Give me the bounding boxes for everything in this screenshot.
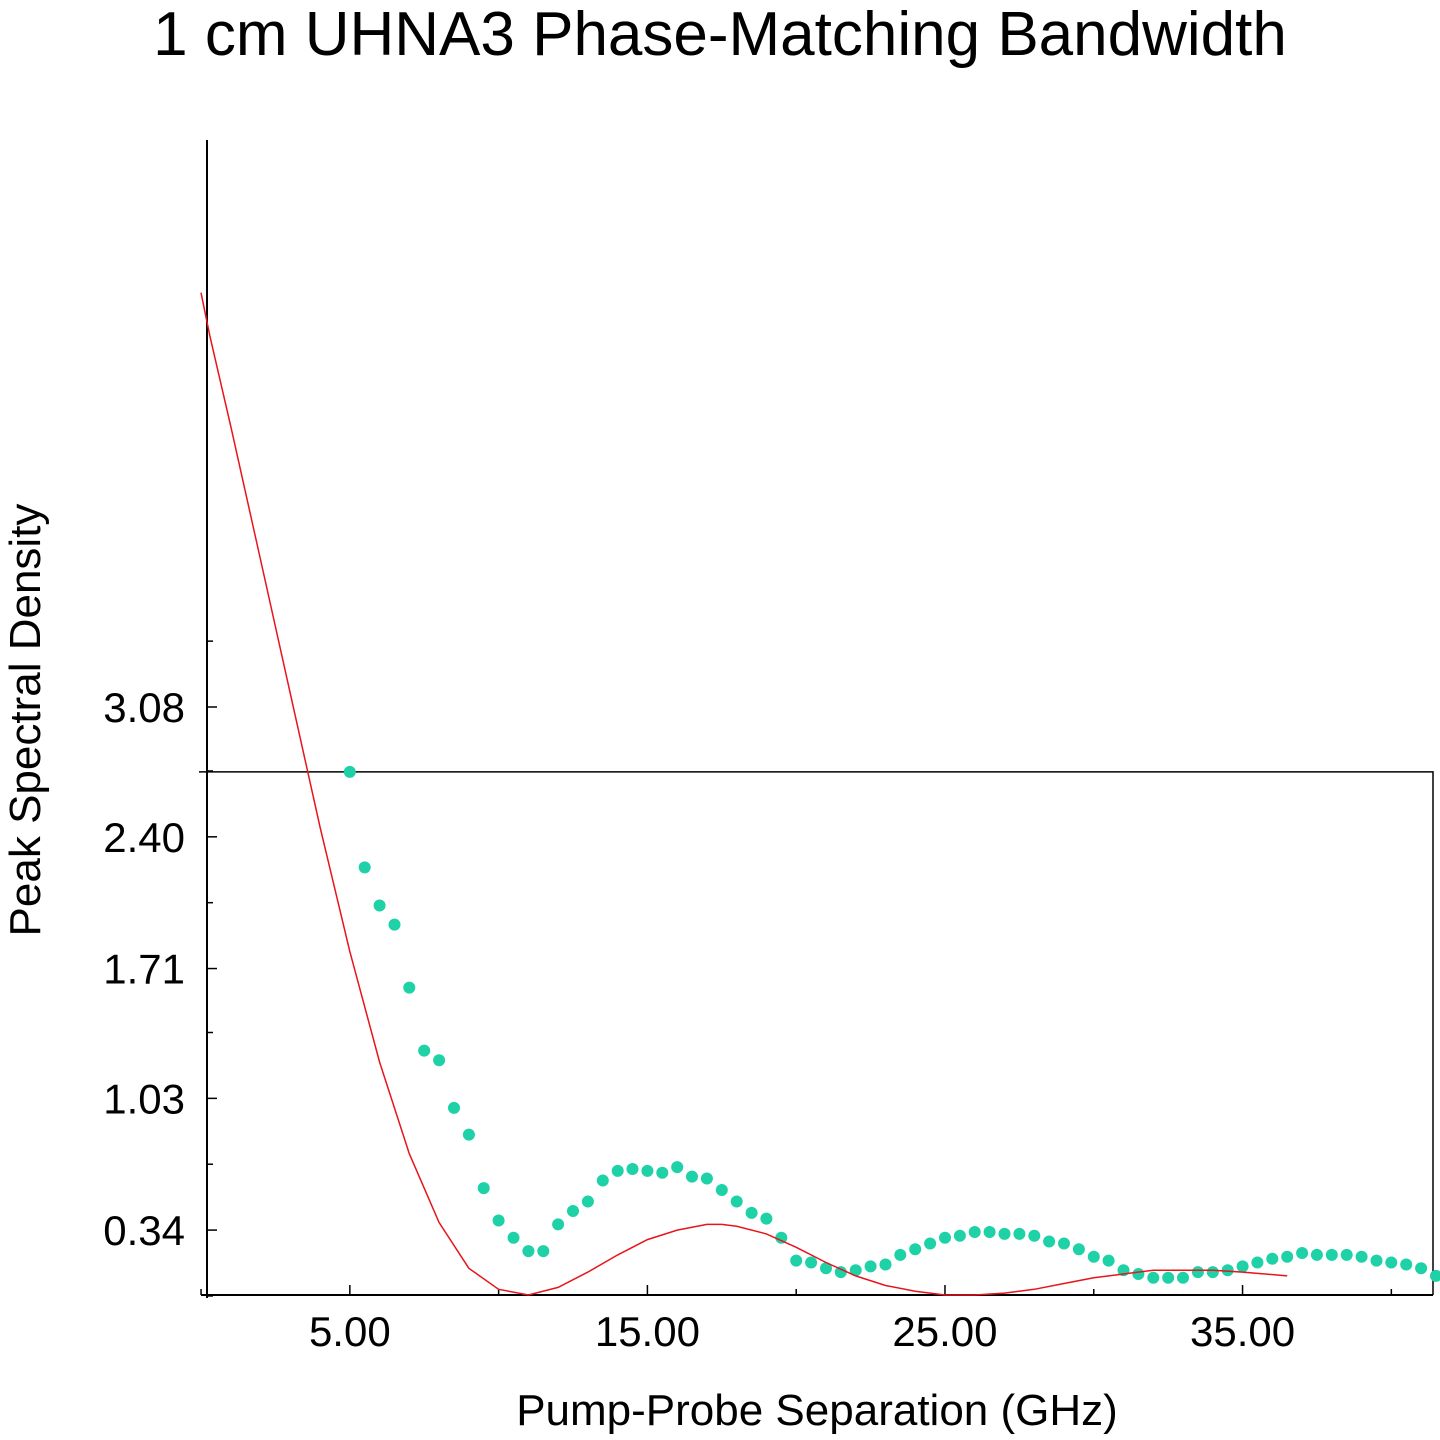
data-point — [790, 1254, 803, 1267]
data-point — [939, 1231, 951, 1244]
data-point — [715, 1184, 728, 1196]
data-point — [864, 1260, 877, 1273]
data-point — [1430, 1269, 1440, 1282]
data-point — [849, 1264, 862, 1277]
data-point — [1072, 1243, 1085, 1256]
data-point — [1296, 1247, 1309, 1259]
data-point — [373, 899, 386, 912]
y-tick-label: 0.34 — [103, 1207, 185, 1254]
plot-marks — [200, 292, 1440, 1296]
plot-axes — [199, 140, 1434, 1298]
data-point — [626, 1163, 639, 1175]
data-point — [462, 1128, 475, 1141]
data-point — [1013, 1227, 1026, 1240]
data-point — [1177, 1271, 1189, 1284]
plot-ticks: 5.00 15.00 25.00 35.00 0.34 1.03 1.71 2.40 3.08 — [103, 684, 1295, 1355]
data-point — [1221, 1264, 1234, 1277]
data-point — [909, 1243, 922, 1256]
data-point — [745, 1206, 758, 1219]
data-point — [1310, 1248, 1323, 1261]
x-tick-label: 5.00 — [309, 1308, 391, 1355]
data-point — [700, 1172, 713, 1185]
data-point — [1251, 1256, 1264, 1269]
data-point — [1147, 1271, 1160, 1284]
data-point — [760, 1212, 773, 1225]
x-tick-label: 25.00 — [892, 1308, 997, 1355]
data-point — [879, 1258, 892, 1271]
data-point — [775, 1231, 788, 1244]
data-point — [581, 1195, 594, 1208]
data-point — [656, 1166, 669, 1179]
x-axis-label: Pump-Probe Separation (GHz) — [516, 1386, 1118, 1435]
data-point — [1415, 1262, 1428, 1275]
data-point — [1370, 1254, 1383, 1267]
data-point — [567, 1205, 579, 1217]
data-point — [492, 1214, 505, 1227]
data-point — [1206, 1266, 1219, 1279]
data-point — [641, 1164, 654, 1177]
y-axis-label: Peak Spectral Density — [1, 504, 50, 937]
data-point — [1132, 1268, 1145, 1280]
data-point — [998, 1227, 1011, 1240]
data-point — [448, 1101, 460, 1114]
data-point — [924, 1237, 937, 1250]
data-point — [522, 1245, 535, 1258]
data-point — [894, 1248, 907, 1261]
data-point — [388, 918, 401, 931]
data-point — [1191, 1266, 1204, 1279]
data-point — [403, 981, 416, 994]
data-point — [1281, 1250, 1294, 1263]
data-point — [1028, 1229, 1041, 1242]
data-point — [983, 1226, 996, 1238]
data-point — [671, 1161, 684, 1174]
data-point — [820, 1262, 832, 1275]
data-point — [968, 1226, 981, 1238]
data-point — [805, 1256, 818, 1269]
data-point — [1236, 1260, 1249, 1273]
data-point — [834, 1266, 847, 1279]
fit-curve — [200, 292, 1288, 1296]
data-point — [1102, 1254, 1115, 1267]
data-point — [1325, 1248, 1338, 1261]
data-point — [1266, 1252, 1279, 1265]
data-point — [686, 1170, 698, 1183]
data-point — [358, 861, 371, 874]
data-point — [730, 1195, 743, 1208]
y-tick-label: 2.40 — [103, 814, 185, 861]
data-point — [1058, 1237, 1070, 1250]
chart-title: 1 cm UHNA3 Phase-Matching Bandwidth — [153, 0, 1287, 69]
y-tick-label: 1.03 — [103, 1075, 185, 1122]
x-tick-label: 15.00 — [595, 1308, 700, 1355]
data-point — [1385, 1256, 1398, 1269]
y-tick-label: 1.71 — [103, 946, 185, 993]
data-point — [611, 1164, 624, 1177]
data-point — [1340, 1248, 1353, 1261]
data-point — [507, 1231, 520, 1244]
data-point — [1087, 1250, 1100, 1263]
data-point — [477, 1182, 490, 1195]
reference-box — [199, 771, 1434, 1295]
y-tick-label: 3.08 — [103, 684, 185, 731]
data-point — [552, 1218, 565, 1231]
data-point — [1400, 1258, 1413, 1271]
data-point — [1162, 1271, 1175, 1284]
data-point — [1043, 1235, 1056, 1248]
data-point — [537, 1245, 550, 1258]
data-point — [343, 765, 356, 778]
data-point — [433, 1054, 446, 1067]
data-point — [953, 1229, 966, 1242]
x-tick-label: 35.00 — [1190, 1308, 1295, 1355]
data-point — [418, 1044, 431, 1057]
data-point — [1355, 1250, 1368, 1263]
data-point — [596, 1174, 609, 1187]
